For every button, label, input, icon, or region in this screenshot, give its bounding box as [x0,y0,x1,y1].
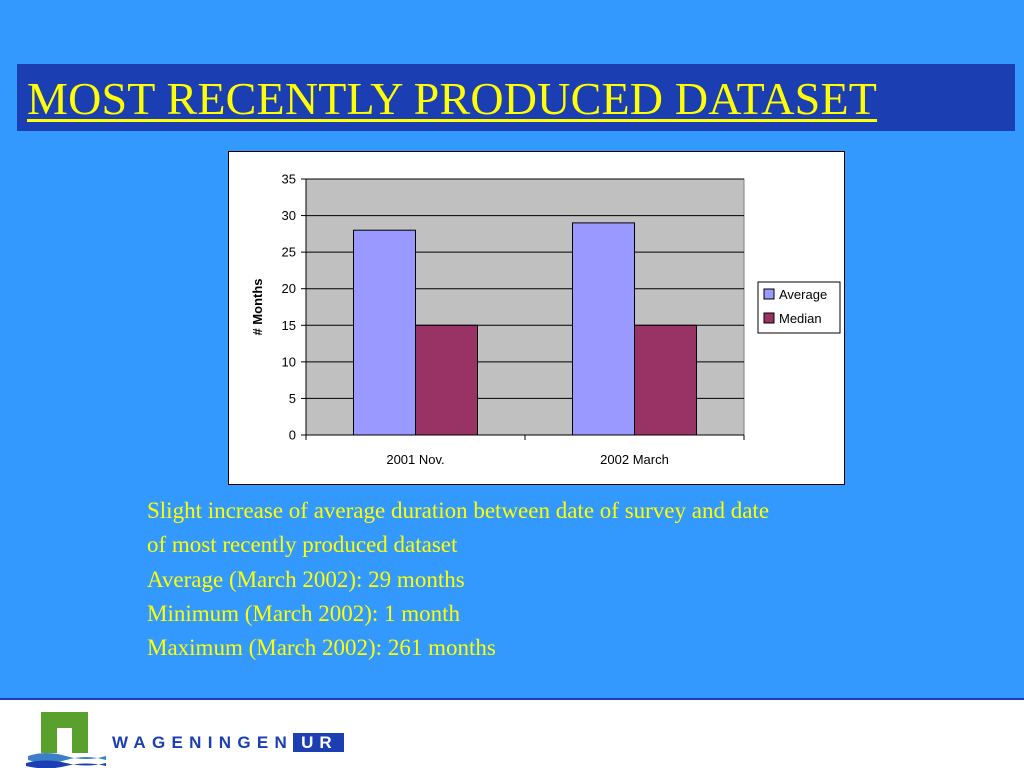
body-line: of most recently produced dataset [147,532,458,558]
legend-label: Average [779,287,827,302]
y-tick-label: 35 [282,172,296,187]
y-tick-label: 25 [282,245,296,260]
chart-frame: 0 5 10 15 20 25 30 35 2001 Nov. 2002 March # Month… [228,151,845,485]
body-line: Maximum (March 2002): 261 months [147,635,496,661]
body-line: Average (March 2002): 29 months [147,566,465,592]
legend-label: Median [779,311,822,326]
bar [415,324,478,436]
logo-word: WAGENINGEN [112,732,294,752]
y-tick-label: 10 [282,354,296,369]
logo-wordmark: WAGENINGEN UR [112,733,344,752]
logo-suffix: UR [293,733,344,752]
footer: WAGENINGEN UR [0,698,1024,768]
bar-chart: 0 5 10 15 20 25 30 35 2001 Nov. 2002 March # Month… [250,172,841,467]
x-tick-label: 2002 March [600,452,669,467]
bar [353,229,416,436]
y-tick-label: 5 [289,391,296,406]
bar [634,324,697,436]
page-title: MOST RECENTLY PRODUCED DATASET [27,73,878,124]
body-text: Slight increase of average duration betw… [147,494,937,665]
body-line: Slight increase of average duration betw… [147,498,770,523]
bar [572,222,635,436]
x-tick-label: 2001 Nov. [386,452,444,467]
y-tick-label: 15 [282,318,296,333]
y-tick-label: 0 [289,428,296,443]
y-tick-label: 20 [282,281,296,296]
legend-swatch [763,288,775,300]
body-line: Minimum (March 2002): 1 month [147,600,461,626]
title-box: MOST RECENTLY PRODUCED DATASET [17,64,1015,131]
y-axis-label: # Months [250,278,265,335]
wageningen-logo-icon [26,712,106,768]
legend-swatch [763,312,775,324]
y-tick-label: 30 [282,208,296,223]
